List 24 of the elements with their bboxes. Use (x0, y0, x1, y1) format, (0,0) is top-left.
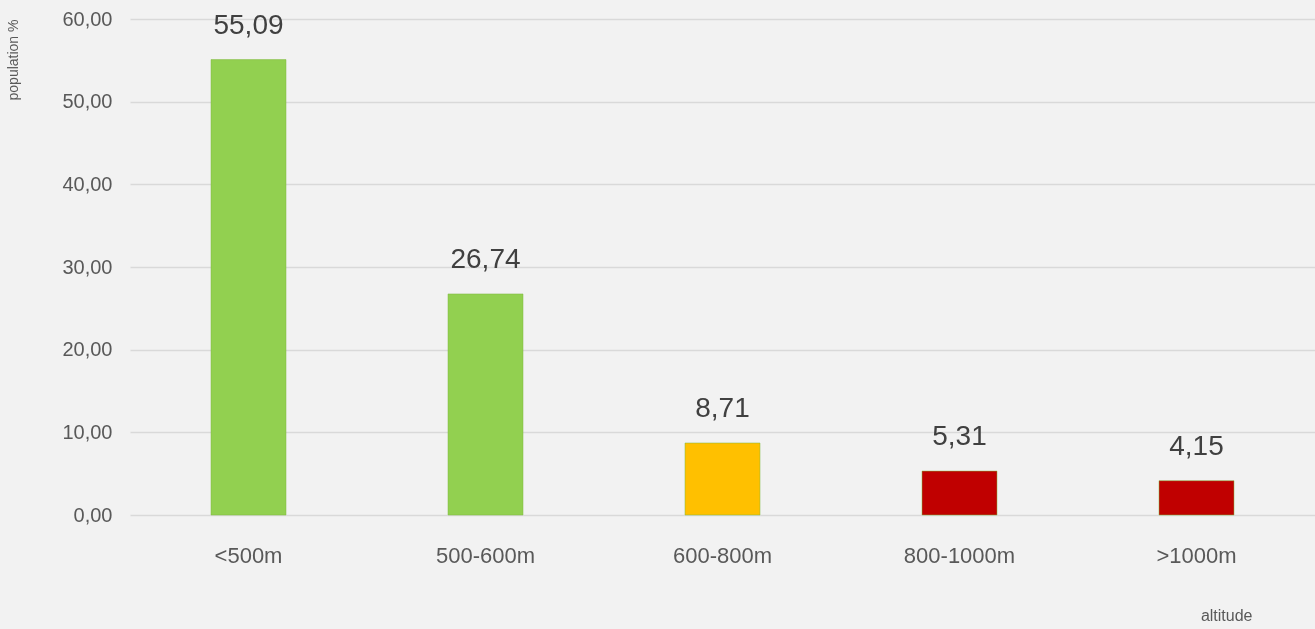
bar (1158, 480, 1235, 516)
y-tick-label: 20,00 (62, 338, 113, 361)
data-label: 4,15 (1169, 429, 1224, 461)
y-axis-title: population % (4, 19, 21, 101)
y-tick-label: 0,00 (73, 503, 113, 526)
x-tick-label: >1000m (1156, 542, 1237, 568)
x-tick-label: <500m (214, 542, 283, 568)
bar (684, 442, 761, 516)
y-tick-label: 50,00 (62, 90, 113, 113)
y-tick-label: 30,00 (62, 255, 113, 278)
y-tick-label: 60,00 (62, 7, 113, 30)
bar (447, 293, 524, 516)
x-tick-label: 800-1000m (903, 542, 1016, 568)
data-label: 26,74 (450, 242, 521, 274)
x-axis-title: altitude (1200, 606, 1253, 624)
bar (921, 470, 998, 516)
x-tick-label: 500-600m (435, 542, 536, 568)
data-label: 55,09 (213, 8, 284, 40)
data-label: 8,71 (695, 392, 750, 423)
data-label: 5,31 (932, 420, 987, 452)
y-tick-label: 10,00 (62, 420, 113, 443)
x-tick-label: 600-800m (672, 542, 773, 568)
bar (210, 59, 287, 516)
y-tick-label: 40,00 (62, 172, 113, 195)
